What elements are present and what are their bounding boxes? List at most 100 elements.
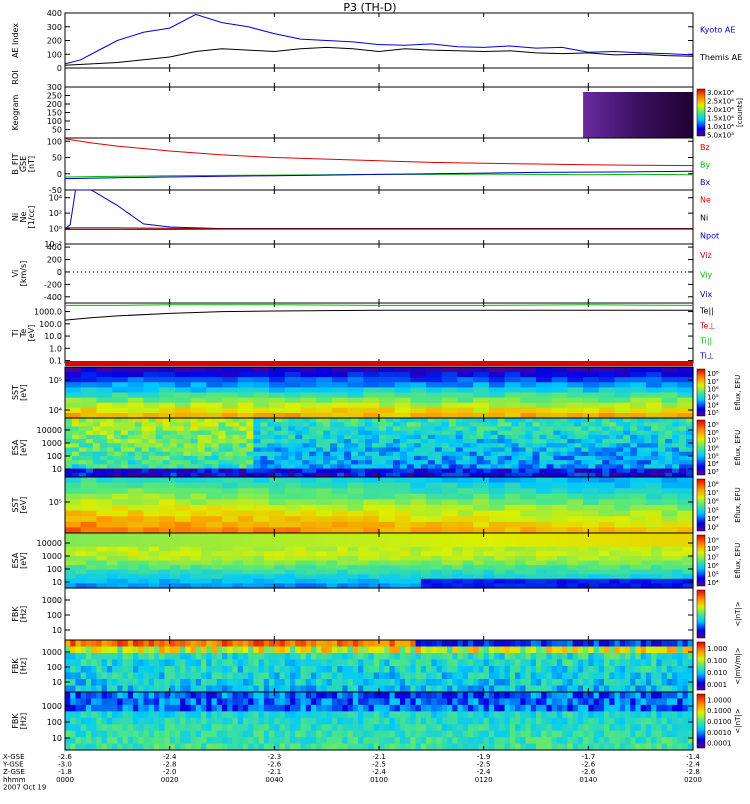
spectrogram-cell [363, 377, 379, 383]
spectrogram-cell [243, 570, 254, 575]
spectrogram-cell [138, 666, 144, 673]
spectrogram-cell [410, 647, 416, 654]
spectrogram-cell [128, 731, 134, 738]
spectrogram-cell [683, 556, 694, 561]
spectrogram-cell [428, 452, 436, 457]
spectrogram-cell [442, 533, 453, 538]
spectrogram-cell [623, 460, 631, 465]
spectrogram-cell [442, 692, 448, 699]
spectrogram-cell [246, 448, 254, 453]
spectrogram-cell [264, 565, 275, 570]
spectrogram-cell [309, 469, 317, 474]
spectrogram-cell [191, 377, 207, 383]
spectrogram-cell [463, 724, 469, 731]
spectrogram-cell [599, 522, 615, 528]
spectrogram-cell [644, 456, 652, 461]
spectrogram-cell [246, 418, 254, 423]
spectrogram-cell [456, 452, 464, 457]
spectrogram-cell [280, 666, 286, 673]
spectrogram-cell [536, 561, 547, 566]
spectrogram-cell [599, 533, 610, 538]
spectrogram-cell [672, 435, 680, 440]
colorbar-tick-label: 5.0x10³ [707, 132, 734, 140]
spectrogram-cell [384, 692, 390, 699]
colorbar-title: Eflux, EFU [734, 543, 742, 578]
y-tick-label-keogram: 250 [47, 92, 62, 101]
spectrogram-cell [112, 408, 128, 414]
spectrogram-cell [306, 731, 312, 738]
spectrogram-cell [365, 448, 373, 453]
spectrogram-cell [344, 435, 352, 440]
spectrogram-cell [274, 456, 282, 461]
spectrogram-cell [301, 705, 307, 712]
spectrogram-cell [651, 547, 662, 552]
spectrogram-cell [316, 398, 332, 404]
spectrogram-cell [637, 418, 645, 423]
spectrogram-cell [646, 653, 652, 660]
spectrogram-cell [201, 565, 212, 570]
spectrogram-cell [683, 538, 694, 543]
spectrogram-cell [449, 431, 457, 436]
spectrogram-cell [560, 448, 568, 453]
spectrogram-cell [232, 426, 240, 431]
spectrogram-cell [138, 640, 144, 647]
spectrogram-cell [133, 660, 139, 667]
spectrogram-cell [389, 660, 395, 667]
spectrogram-cell [567, 570, 578, 575]
spectrogram-cell [128, 574, 139, 579]
spectrogram-cell [128, 718, 134, 725]
spectrogram-cell [405, 705, 411, 712]
spectrogram-cell [442, 494, 458, 500]
spectrogram-cell [323, 448, 331, 453]
spectrogram-cell [264, 653, 270, 660]
spectrogram-cell [159, 408, 175, 414]
colorbar-tick-label: 10⁷ [707, 437, 719, 445]
spectrogram-cell [159, 551, 170, 556]
spectrogram-cell [414, 439, 422, 444]
spectrogram-cell [348, 666, 354, 673]
spectrogram-cell [311, 737, 317, 744]
spectrogram-cell [641, 666, 647, 673]
spectrogram-cell [395, 408, 411, 414]
spectrogram-cell [616, 448, 624, 453]
spectrogram-cell [177, 431, 185, 436]
spectrogram-cell [149, 464, 157, 469]
spectrogram-cell [121, 426, 129, 431]
spectrogram-cell [107, 647, 113, 654]
spectrogram-cell [177, 460, 185, 465]
spectrogram-cell [65, 387, 81, 393]
spectrogram-cell [602, 464, 610, 469]
spectrogram-cell [473, 398, 489, 404]
spectrogram-cell [191, 692, 197, 699]
spectrogram-cell [560, 460, 568, 465]
spectrogram-cell [112, 522, 128, 528]
spectrogram-cell [505, 456, 513, 461]
spectrogram-cell [316, 477, 332, 483]
spectrogram-cell [219, 452, 227, 457]
spectrogram-cell [337, 711, 343, 718]
spectrogram-cell [238, 511, 254, 517]
spectrogram-cell [473, 403, 489, 409]
spectrogram-cell [274, 431, 282, 436]
spectrogram-cell [431, 673, 437, 680]
spectrogram-cell [75, 731, 81, 738]
colorbar-tick-label: 10⁵ [707, 393, 719, 401]
spectrogram-cell [431, 647, 437, 654]
spectrogram-cell [274, 469, 282, 474]
spectrogram-cell [175, 647, 181, 654]
spectrogram-cell [238, 653, 244, 660]
spectrogram-cell [327, 737, 333, 744]
spectrogram-cell [358, 561, 369, 566]
spectrogram-cell [641, 673, 647, 680]
spectrogram-cell [470, 452, 478, 457]
spectrogram-cell [358, 653, 364, 660]
spectrogram-cell [442, 516, 458, 522]
spectrogram-cell [107, 666, 113, 673]
spectrogram-cell [405, 724, 411, 731]
spectrogram-cell [321, 647, 327, 654]
spectrogram-cell [112, 393, 128, 399]
spectrogram-cell [112, 382, 128, 388]
spectrogram-cell [512, 418, 520, 423]
spectrogram-cell [144, 692, 150, 699]
spectrogram-cell [107, 469, 115, 474]
